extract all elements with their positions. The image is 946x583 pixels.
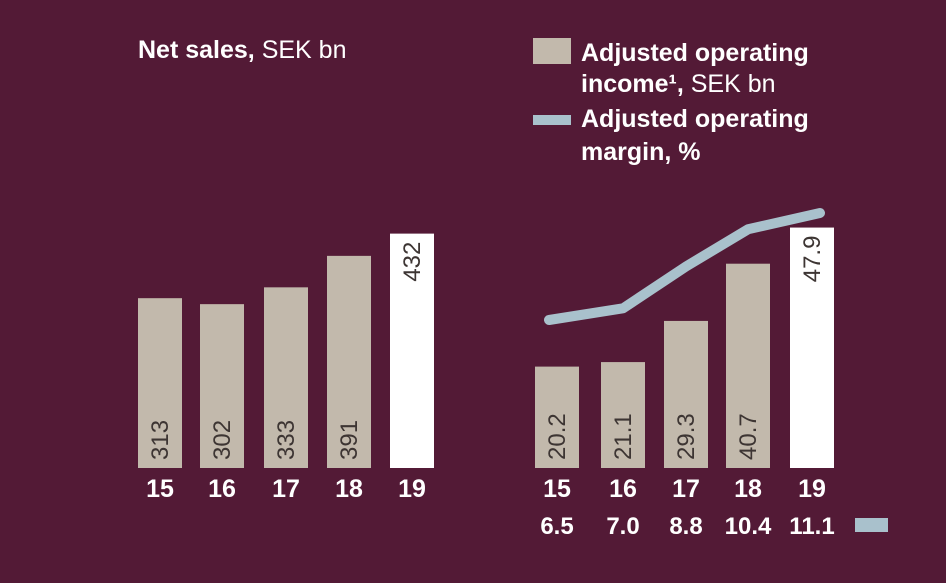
legend-bar-line2: income¹, SEK bn <box>581 70 776 98</box>
net-sales-tick-17: 17 <box>272 475 300 503</box>
net-sales-bar-16 <box>200 304 244 468</box>
income-tick-15: 15 <box>543 475 571 503</box>
legend-bar-line2-bold: income¹, <box>581 70 684 98</box>
legend-bar-line2-rest: SEK bn <box>684 70 776 98</box>
net-sales-value-label-15: 313 <box>147 420 174 460</box>
margin-value-18: 10.4 <box>725 513 772 540</box>
net-sales-tick-15: 15 <box>146 475 174 503</box>
net-sales-bar-18 <box>327 255 371 468</box>
income-bar-15 <box>535 366 579 468</box>
legend-line-line2: margin, % <box>581 138 700 166</box>
legend-bar-swatch <box>533 38 571 64</box>
margin-value-15: 6.5 <box>540 513 573 540</box>
net-sales-bar-19 <box>390 233 434 468</box>
income-value-label-18: 40.7 <box>735 413 762 460</box>
net-sales-title-bold: Net sales, <box>138 36 255 64</box>
net-sales-tick-16: 16 <box>208 475 236 503</box>
net-sales-value-label-17: 333 <box>273 420 300 460</box>
net-sales-chart: 313 15 302 16 333 17 391 18 432 19 <box>138 233 434 503</box>
adjusted-income-chart: 20.2 15 6.5 21.1 16 7.0 29.3 17 8.8 40.7 18 10.4 47.… <box>535 208 835 540</box>
income-tick-17: 17 <box>672 475 700 503</box>
income-bar-18 <box>726 263 770 468</box>
income-bar-19 <box>790 227 834 468</box>
margin-line <box>544 208 825 325</box>
income-bar-17 <box>664 320 708 468</box>
margin-row-swatch <box>855 518 888 532</box>
net-sales-title: Net sales, SEK bn <box>138 36 346 64</box>
net-sales-tick-18: 18 <box>335 475 363 503</box>
income-value-label-16: 21.1 <box>610 413 637 460</box>
income-value-label-19: 47.9 <box>799 236 826 283</box>
income-tick-16: 16 <box>609 475 637 503</box>
net-sales-tick-19: 19 <box>398 475 426 503</box>
net-sales-value-label-16: 302 <box>209 420 236 460</box>
income-tick-19: 19 <box>798 475 826 503</box>
net-sales-value-label-18: 391 <box>336 420 363 460</box>
net-sales-bar-15 <box>138 298 182 468</box>
net-sales-title-rest: SEK bn <box>255 36 347 64</box>
income-tick-18: 18 <box>734 475 762 503</box>
legend-line-line1: Adjusted operating <box>581 105 809 133</box>
net-sales-value-label-19: 432 <box>399 242 426 282</box>
net-sales-bar-17 <box>264 287 308 468</box>
income-value-label-17: 29.3 <box>673 413 700 460</box>
margin-value-17: 8.8 <box>669 513 702 540</box>
margin-value-16: 7.0 <box>606 513 639 540</box>
legend-bar-line1: Adjusted operating <box>581 39 809 67</box>
margin-value-19: 11.1 <box>789 513 834 540</box>
income-value-label-15: 20.2 <box>544 413 571 460</box>
income-bar-16 <box>601 362 645 468</box>
legend-line-swatch <box>533 115 571 125</box>
